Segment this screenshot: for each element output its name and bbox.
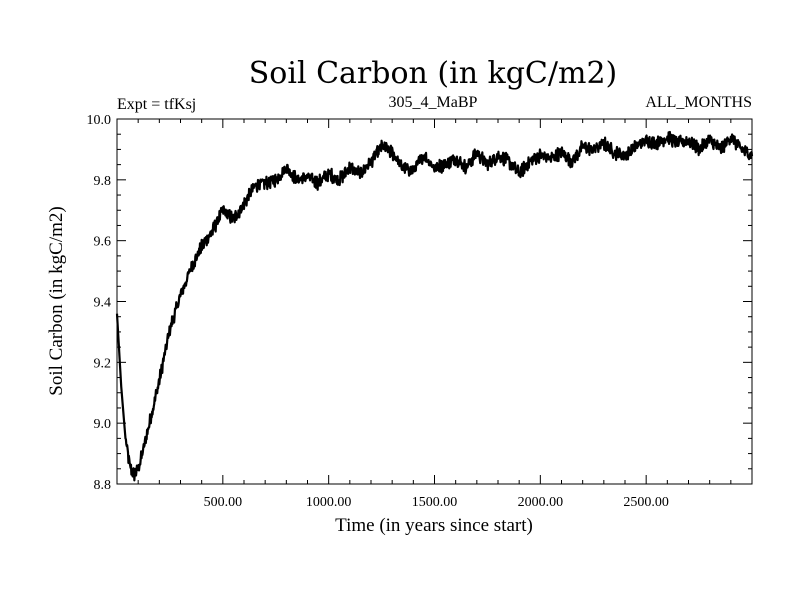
months-label: ALL_MONTHS [645,94,752,111]
period-label: 305_4_MaBP [389,94,478,111]
y-tick-label: 9.4 [94,296,112,311]
soil-carbon-series-line [115,130,754,482]
x-tick-label: 500.00 [204,495,243,510]
x-tick-label: 1500.00 [412,495,458,510]
y-axis-label: Soil Carbon (in kgC/m2) [46,206,67,395]
y-tick-label: 9.6 [94,235,112,250]
y-tick-label: 9.0 [94,417,112,432]
y-tick-label: 10.0 [87,113,112,128]
x-tick-label: 2000.00 [518,495,564,510]
y-tick-label: 9.2 [94,356,112,371]
experiment-label: Expt = tfKsj [117,96,196,113]
x-axis-label: Time (in years since start) [335,515,533,536]
plot-frame [116,118,753,485]
y-tick-label: 8.8 [94,478,112,493]
x-tick-label: 2500.00 [623,495,669,510]
chart-title: Soil Carbon (in kgC/m2) [249,56,617,91]
x-axis: 500.00 1000.00 1500.00 2000.00 2500.00 [137,119,732,510]
y-axis: 8.8 9.0 9.2 9.4 9.6 9.8 10.0 [87,113,752,493]
x-tick-label: 1000.00 [306,495,352,510]
y-tick-label: 9.8 [94,174,112,189]
